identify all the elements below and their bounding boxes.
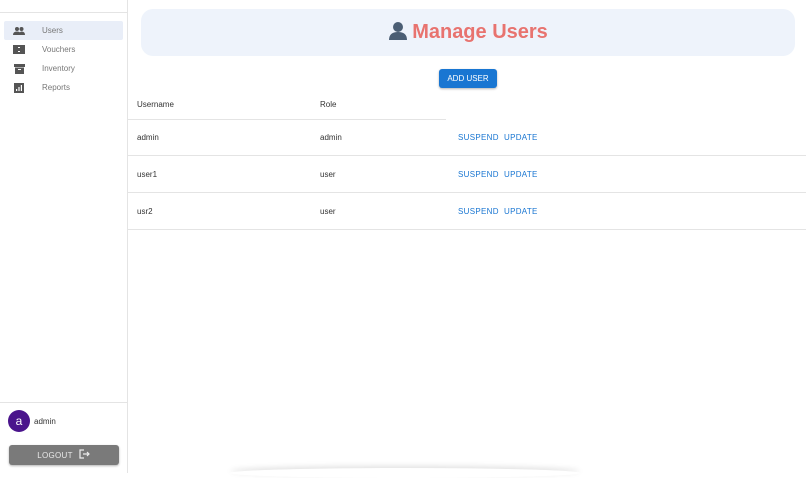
update-button[interactable]: UPDATE [504,207,538,216]
voucher-icon [13,45,25,55]
table-row: user1 user SUSPEND UPDATE [128,156,806,193]
add-user-button[interactable]: ADD USER [439,69,497,88]
sidebar-item-inventory[interactable]: Inventory [4,59,123,78]
column-header-role: Role [320,100,337,109]
username-cell: user1 [137,170,158,179]
sidebar-item-label: Vouchers [42,45,76,54]
divider [0,12,127,13]
user-icon [388,21,408,45]
sidebar-item-users[interactable]: Users [4,21,123,40]
sidebar-item-label: Inventory [42,64,75,73]
username-cell: usr2 [137,207,153,216]
suspend-button[interactable]: SUSPEND [458,170,499,179]
sidebar-item-label: Reports [42,83,71,92]
logout-label: LOGOUT [37,450,73,460]
column-header-username: Username [137,100,174,109]
inventory-icon [13,63,25,74]
role-cell: admin [320,133,342,142]
sidebar-item-vouchers[interactable]: Vouchers [4,40,123,59]
page-title: Manage Users [412,21,548,43]
sidebar: Users Vouchers Inventory Reports a admin… [0,0,128,473]
role-cell: user [320,207,336,216]
avatar: a [8,410,30,432]
sidebar-item-label: Users [42,26,63,35]
page-header: Manage Users [141,9,795,56]
sidebar-item-reports[interactable]: Reports [4,78,123,97]
current-username: admin [34,417,56,426]
bottom-shadow [230,468,580,478]
update-button[interactable]: UPDATE [504,133,538,142]
divider [0,402,127,403]
suspend-button[interactable]: SUSPEND [458,133,499,142]
people-icon [13,26,25,36]
logout-icon [79,449,91,461]
reports-icon [13,82,25,93]
logout-button[interactable]: LOGOUT [9,445,119,465]
divider [128,119,446,120]
table-row: admin admin SUSPEND UPDATE [128,119,806,156]
table-row: usr2 user SUSPEND UPDATE [128,193,806,230]
username-cell: admin [137,133,159,142]
role-cell: user [320,170,336,179]
update-button[interactable]: UPDATE [504,170,538,179]
suspend-button[interactable]: SUSPEND [458,207,499,216]
